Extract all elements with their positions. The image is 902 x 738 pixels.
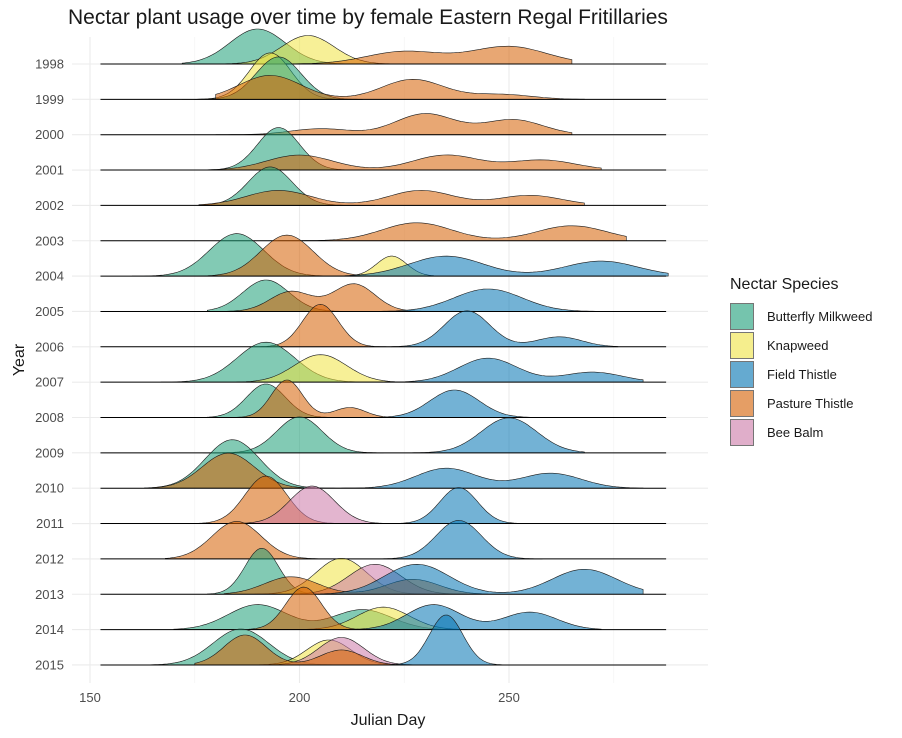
density-pasture-thistle	[278, 222, 627, 242]
density-pasture-thistle	[236, 379, 392, 418]
density-field-thistle	[391, 487, 543, 524]
legend: Nectar Species Butterfly Milkweed Knapwee…	[730, 276, 872, 447]
y-tick-label: 2005	[35, 304, 64, 319]
ridge-2012	[100, 520, 667, 560]
y-tick-label: 2007	[35, 375, 64, 390]
ridge-2009	[100, 416, 667, 454]
y-tick-label: 1998	[35, 57, 64, 72]
y-tick-label: 2003	[35, 233, 64, 248]
ridge-2008	[100, 379, 667, 418]
ridge-2004	[100, 233, 669, 277]
y-tick-label: 2006	[35, 339, 64, 354]
ridge-1998	[100, 28, 667, 65]
density-field-thistle	[391, 310, 619, 348]
density-field-thistle	[349, 357, 644, 383]
ridge-2013	[100, 548, 667, 595]
ridge-2003	[100, 222, 667, 242]
y-tick-label: 2015	[35, 657, 64, 672]
ridge-2011	[100, 475, 667, 525]
legend-swatch	[730, 390, 754, 417]
legend-item: Knapweed	[730, 331, 872, 360]
density-pasture-thistle	[207, 154, 602, 171]
y-tick-label: 2013	[35, 587, 64, 602]
density-field-thistle	[362, 520, 543, 560]
legend-label: Bee Balm	[767, 425, 824, 440]
ridge-2000	[100, 113, 667, 136]
legend-swatch	[730, 303, 754, 330]
density-field-thistle	[299, 255, 669, 277]
density-pasture-thistle	[198, 190, 585, 206]
legend-swatch	[730, 361, 754, 388]
y-tick-label: 2010	[35, 481, 64, 496]
legend-label: Field Thistle	[767, 367, 837, 382]
density-field-thistle	[333, 604, 602, 630]
legend-item: Bee Balm	[730, 418, 872, 447]
density-field-thistle	[362, 417, 585, 454]
ridge-2001	[100, 127, 667, 171]
chart-title: Nectar plant usage over time by female E…	[68, 6, 668, 29]
ridge-2010	[100, 439, 667, 489]
legend-item: Field Thistle	[730, 360, 872, 389]
y-tick-label: 1999	[35, 92, 64, 107]
density-pasture-thistle	[215, 75, 585, 100]
ridge-2015	[100, 614, 667, 666]
legend-item: Butterfly Milkweed	[730, 302, 872, 331]
ridge-1999	[100, 52, 667, 100]
x-tick-label: 150	[79, 690, 101, 705]
x-axis-title: Julian Day	[351, 712, 426, 729]
ridge-2014	[100, 586, 667, 631]
density-pasture-thistle	[223, 283, 434, 312]
legend-swatch	[730, 332, 754, 359]
density-field-thistle	[341, 467, 644, 489]
y-tick-label: 2000	[35, 127, 64, 142]
ridge-2006	[100, 303, 667, 348]
y-tick-label: 2008	[35, 410, 64, 425]
density-pasture-thistle	[194, 634, 405, 666]
y-axis-title: Year	[11, 343, 28, 376]
legend-label: Butterfly Milkweed	[767, 309, 873, 324]
legend-items: Butterfly Milkweed Knapweed Field Thistle P…	[730, 302, 872, 447]
y-tick-label: 2001	[35, 163, 64, 178]
ridge-2007	[100, 341, 667, 383]
legend-label: Knapweed	[767, 338, 829, 353]
legend-title: Nectar Species	[730, 276, 839, 293]
x-tick-label: 200	[289, 690, 311, 705]
y-tick-label: 2004	[35, 269, 64, 284]
legend-item: Pasture Thistle	[730, 389, 872, 418]
y-tick-label: 2009	[35, 445, 64, 460]
legend-swatch	[730, 419, 754, 446]
y-tick-label: 2014	[35, 622, 64, 637]
legend-label: Pasture Thistle	[767, 396, 854, 411]
ridge-2005	[100, 279, 667, 312]
y-tick-label: 2002	[35, 198, 64, 213]
density-field-thistle	[320, 563, 644, 595]
ridge-2002	[100, 166, 667, 206]
x-tick-label: 250	[498, 690, 520, 705]
y-tick-label: 2012	[35, 551, 64, 566]
y-tick-label: 2011	[36, 516, 64, 531]
